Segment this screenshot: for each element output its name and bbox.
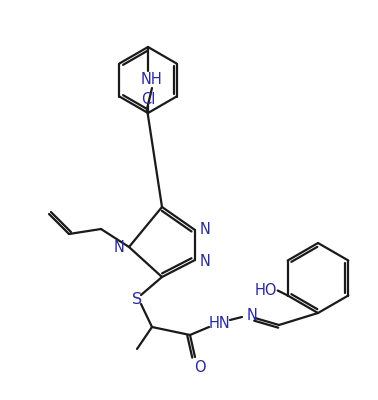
Text: N: N	[246, 308, 257, 322]
Text: N: N	[113, 240, 124, 254]
Text: HN: HN	[209, 316, 231, 330]
Text: HO: HO	[254, 283, 277, 298]
Text: Cl: Cl	[141, 92, 155, 106]
Text: N: N	[200, 222, 211, 236]
Text: NH: NH	[141, 72, 163, 86]
Text: N: N	[200, 254, 211, 268]
Text: O: O	[194, 360, 206, 374]
Text: S: S	[132, 292, 142, 306]
